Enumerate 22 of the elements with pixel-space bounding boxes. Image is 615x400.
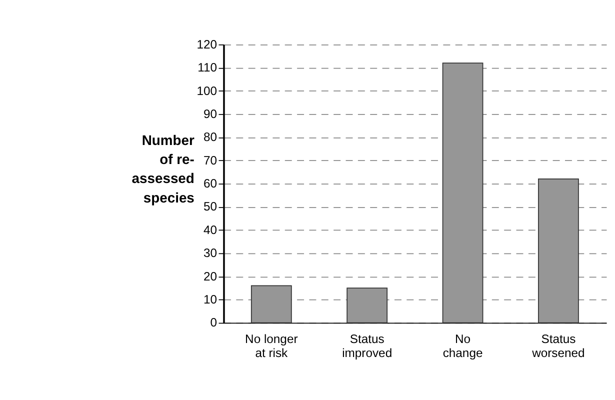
y-tick-label: 60 xyxy=(204,176,218,191)
x-tick-label: Status improved xyxy=(342,332,392,360)
x-tick-label: Status worsened xyxy=(531,332,585,360)
y-tick-label: 90 xyxy=(204,106,218,121)
y-tick-label: 70 xyxy=(204,153,218,168)
y-tick-label: 110 xyxy=(198,60,218,75)
y-tick-label: 80 xyxy=(204,130,218,144)
x-tick-label: No change xyxy=(442,332,483,360)
bar xyxy=(346,288,388,324)
y-tick-label: 10 xyxy=(204,292,218,307)
y-tick-label: 100 xyxy=(196,84,218,98)
y-tick-label: 0 xyxy=(210,316,218,330)
x-tick-label: No longer at risk xyxy=(245,332,298,360)
bar xyxy=(538,178,579,324)
y-tick-label: 40 xyxy=(204,222,218,237)
y-tick-label: 120 xyxy=(196,37,218,52)
y-tick-label: 50 xyxy=(204,200,218,214)
bar xyxy=(250,285,292,324)
y-axis-title: Number of re- assessed species xyxy=(132,132,195,206)
y-tick-label: 30 xyxy=(204,246,218,260)
y-tick-label: 20 xyxy=(204,269,218,284)
bar xyxy=(442,62,484,324)
